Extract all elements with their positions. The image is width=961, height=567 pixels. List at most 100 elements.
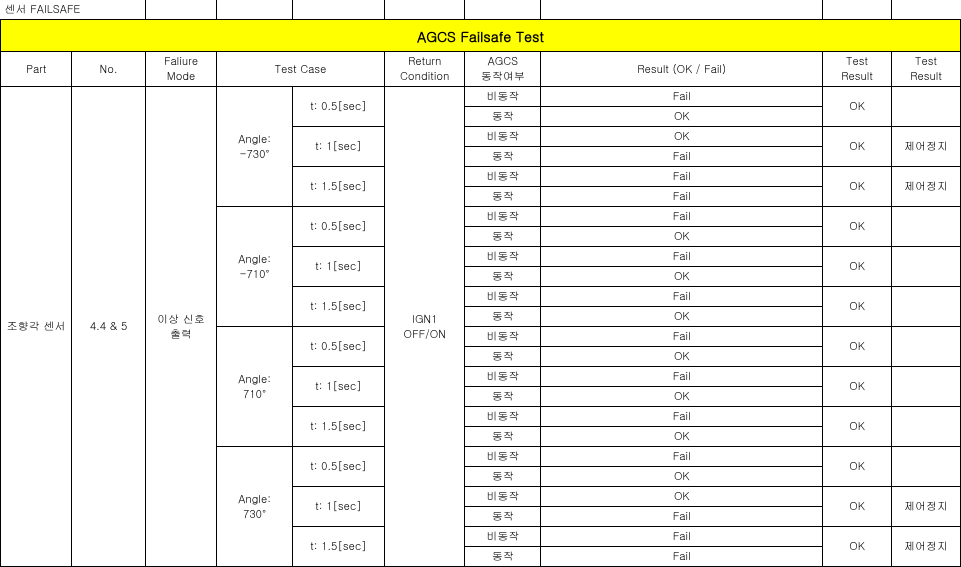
cell-agcs: 동작 [465, 187, 541, 207]
cell-tr1: OK [823, 247, 892, 287]
cell-time: t: 1[sec] [293, 127, 385, 167]
hdr-tr2: TestResult [891, 52, 960, 87]
cell-tr2 [891, 287, 960, 327]
cell-agcs: 비동작 [465, 87, 541, 107]
cell-tr2 [891, 447, 960, 487]
empty-cell [891, 0, 960, 20]
cell-result: Fail [541, 407, 823, 427]
hdr-agcs: AGCS동작여부 [465, 52, 541, 87]
cell-tr1: OK [823, 127, 892, 167]
cell-result: Fail [541, 167, 823, 187]
hdr-mode: FaliureMode [145, 52, 216, 87]
cell-result: Fail [541, 447, 823, 467]
sheet-header-row: 센서 FAILSAFE [1, 0, 961, 20]
cell-agcs: 비동작 [465, 327, 541, 347]
cell-result: OK [541, 467, 823, 487]
cell-result: Fail [541, 547, 823, 567]
banner-row: AGCS Failsafe Test [1, 20, 961, 52]
cell-agcs: 동작 [465, 427, 541, 447]
cell-tr2 [891, 327, 960, 367]
cell-angle: Angle:730° [217, 447, 293, 567]
cell-time: t: 1[sec] [293, 247, 385, 287]
empty-cell [823, 0, 892, 20]
hdr-result: Result (OK / Fail) [541, 52, 823, 87]
cell-time: t: 1[sec] [293, 367, 385, 407]
cell-result: Fail [541, 367, 823, 387]
cell-mode: 이상 신호출력 [145, 87, 216, 567]
empty-cell [541, 0, 823, 20]
cell-tr1: OK [823, 287, 892, 327]
cell-agcs: 비동작 [465, 367, 541, 387]
cell-result: OK [541, 127, 823, 147]
cell-no: 4.4 & 5 [72, 87, 146, 567]
cell-result: OK [541, 307, 823, 327]
empty-cell [145, 0, 216, 20]
cell-time: t: 0.5[sec] [293, 447, 385, 487]
cell-agcs: 동작 [465, 347, 541, 367]
cell-tr1: OK [823, 527, 892, 567]
failsafe-table: 센서 FAILSAFE AGCS Failsafe Test Part No. … [0, 0, 961, 567]
cell-result: Fail [541, 287, 823, 307]
cell-tr2 [891, 407, 960, 447]
cell-result: OK [541, 267, 823, 287]
column-headers: Part No. FaliureMode Test Case ReturnCon… [1, 52, 961, 70]
banner-title: AGCS Failsafe Test [1, 20, 961, 52]
cell-tr1: OK [823, 447, 892, 487]
cell-time: t: 1.5[sec] [293, 167, 385, 207]
cell-agcs: 동작 [465, 107, 541, 127]
hdr-part: Part [1, 52, 72, 87]
hdr-tr1: TestResult [823, 52, 892, 87]
cell-agcs: 동작 [465, 267, 541, 287]
cell-result: Fail [541, 207, 823, 227]
cell-result: OK [541, 427, 823, 447]
cell-agcs: 동작 [465, 307, 541, 327]
cell-tr2 [891, 367, 960, 407]
cell-agcs: 동작 [465, 227, 541, 247]
cell-part: 조향각 센서 [1, 87, 72, 567]
cell-result: OK [541, 347, 823, 367]
cell-agcs: 동작 [465, 547, 541, 567]
cell-agcs: 비동작 [465, 487, 541, 507]
cell-angle: Angle:710° [217, 327, 293, 447]
cell-tr1: OK [823, 407, 892, 447]
cell-result: OK [541, 487, 823, 507]
cell-tr2: 제어정지 [891, 487, 960, 527]
cell-result: OK [541, 387, 823, 407]
cell-time: t: 1.5[sec] [293, 527, 385, 567]
cell-result: OK [541, 227, 823, 247]
cell-result: Fail [541, 507, 823, 527]
cell-tr1: OK [823, 207, 892, 247]
cell-tr2 [891, 87, 960, 127]
empty-cell [465, 0, 541, 20]
empty-cell [293, 0, 385, 20]
cell-tr2 [891, 207, 960, 247]
cell-tr1: OK [823, 367, 892, 407]
cell-time: t: 0.5[sec] [293, 327, 385, 367]
cell-angle: Angle:-710° [217, 207, 293, 327]
cell-tr1: OK [823, 327, 892, 367]
cell-agcs: 비동작 [465, 247, 541, 267]
cell-tr1: OK [823, 167, 892, 207]
cell-time: t: 1[sec] [293, 487, 385, 527]
cell-time: t: 1.5[sec] [293, 287, 385, 327]
cell-result: OK [541, 107, 823, 127]
cell-agcs: 동작 [465, 147, 541, 167]
cell-angle: Angle:-730° [217, 87, 293, 207]
cell-tr1: OK [823, 487, 892, 527]
cell-agcs: 비동작 [465, 527, 541, 547]
cell-result: Fail [541, 147, 823, 167]
cell-result: Fail [541, 527, 823, 547]
cell-tr2: 제어정지 [891, 527, 960, 567]
hdr-no: No. [72, 52, 146, 87]
cell-agcs: 비동작 [465, 447, 541, 467]
cell-time: t: 0.5[sec] [293, 87, 385, 127]
hdr-return: ReturnCondition [384, 52, 464, 87]
cell-agcs: 비동작 [465, 287, 541, 307]
cell-tr2: 제어정지 [891, 127, 960, 167]
cell-tr2 [891, 247, 960, 287]
hdr-testcase: Test Case [217, 52, 385, 87]
cell-result: Fail [541, 247, 823, 267]
cell-agcs: 비동작 [465, 407, 541, 427]
cell-agcs: 비동작 [465, 167, 541, 187]
cell-agcs: 동작 [465, 467, 541, 487]
